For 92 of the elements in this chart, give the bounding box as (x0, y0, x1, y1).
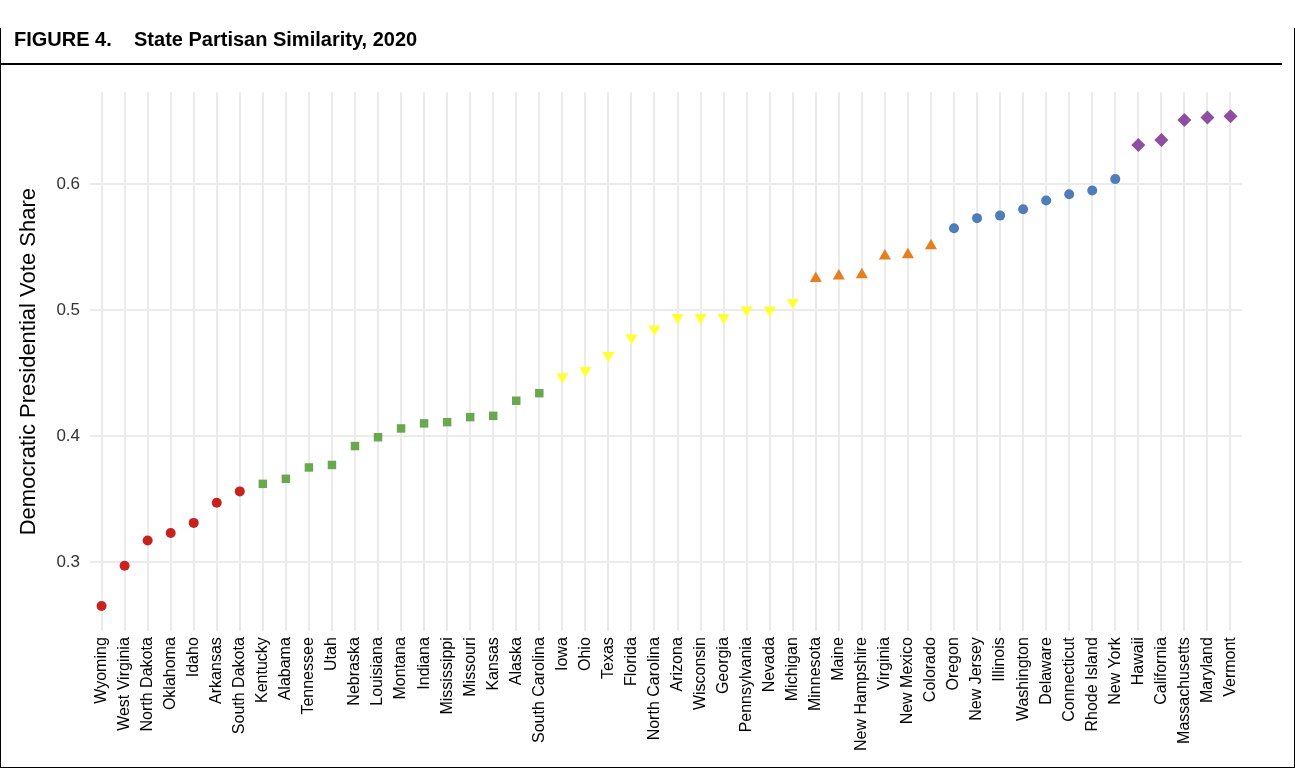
x-tick-label: South Dakota (230, 637, 248, 735)
x-tick-label: Michigan (783, 637, 801, 702)
x-tick-label: Arkansas (207, 637, 225, 704)
x-tick-label: Nebraska (345, 637, 363, 706)
point (119, 560, 130, 571)
point (1154, 133, 1169, 148)
x-tick-label: New Jersey (967, 637, 985, 721)
x-tick-label: Oklahoma (161, 637, 179, 711)
point (396, 424, 406, 433)
point (1041, 195, 1052, 206)
x-tick-label: North Dakota (138, 637, 156, 732)
y-tick-label: 0.3 (56, 551, 81, 571)
point (602, 351, 615, 363)
x-tick-label: Georgia (714, 637, 732, 695)
x-tick-label: Minnesota (806, 637, 824, 712)
x-tick-label: Hawaii (1128, 637, 1146, 686)
x-tick-label: California (1151, 637, 1169, 705)
y-axis-title: Democratic Presidential Vote Share (15, 188, 41, 536)
y-tick-label: 0.5 (56, 299, 81, 319)
point (995, 210, 1006, 221)
point (1223, 109, 1238, 124)
point (717, 314, 730, 325)
y-tick-label: 0.4 (56, 425, 81, 445)
x-tick-label: Montana (391, 637, 409, 700)
point (556, 373, 569, 384)
x-tick-label: Tennessee (299, 637, 317, 715)
point (972, 213, 983, 224)
point (1087, 185, 1098, 196)
point (211, 497, 222, 508)
x-tick-label: Wyoming (91, 637, 109, 704)
x-tick-label: Vermont (1220, 636, 1238, 697)
point (1131, 138, 1146, 153)
x-tick-label: Maine (829, 637, 847, 681)
point (763, 306, 776, 318)
x-tick-label: Kansas (483, 637, 501, 691)
point (234, 486, 245, 497)
x-tick-label: New York (1105, 636, 1123, 705)
point (949, 223, 960, 234)
x-tick-label: Massachusetts (1174, 637, 1192, 744)
x-tick-label: Louisiana (368, 637, 386, 706)
x-tick-label: Alaska (506, 637, 524, 686)
point (1064, 189, 1075, 200)
x-tick-label: Kentucky (253, 637, 271, 703)
x-tick-label: Arizona (667, 637, 685, 692)
x-tick-label: Rhode Island (1082, 637, 1100, 732)
x-tick-label: Iowa (552, 637, 570, 671)
x-tick-label: Texas (598, 637, 616, 679)
x-tick-label: Virginia (875, 637, 893, 691)
point (1200, 110, 1215, 125)
x-tick-label: Idaho (184, 637, 202, 678)
x-tick-label: Missouri (460, 637, 478, 697)
point (740, 306, 753, 318)
point (512, 396, 521, 405)
x-tick-label: Wisconsin (690, 637, 708, 711)
point (142, 535, 153, 546)
x-tick-label: Colorado (921, 637, 939, 703)
x-tick-label: South Carolina (529, 637, 547, 744)
x-tick-label: Mississippi (437, 637, 455, 715)
point (96, 601, 107, 611)
point (694, 314, 707, 325)
x-tick-label: New Mexico (898, 637, 916, 725)
point (625, 334, 638, 345)
x-tick-label: West Virginia (115, 637, 132, 731)
chart-title: FIGURE 4. State Partisan Similarity, 2020 (14, 28, 418, 51)
x-tick-label: Alabama (276, 637, 294, 701)
point (535, 388, 544, 398)
point (1177, 112, 1192, 127)
x-tick-label: Connecticut (1059, 636, 1077, 722)
x-tick-label: New Hampshire (852, 637, 870, 751)
x-tick-label: Ohio (575, 637, 593, 671)
point (188, 517, 199, 528)
point (671, 314, 684, 325)
point (579, 367, 592, 378)
point (419, 419, 429, 428)
x-tick-label: Washington (1013, 637, 1031, 722)
x-tick-label: North Carolina (644, 637, 662, 741)
point (304, 463, 314, 472)
point (1018, 204, 1029, 215)
x-tick-label: Maryland (1197, 637, 1215, 703)
y-tick-label: 0.6 (56, 173, 81, 193)
point (165, 527, 176, 538)
x-tick-label: Nevada (760, 637, 778, 693)
x-tick-label: Florida (621, 637, 639, 687)
x-tick-label: Indiana (414, 637, 432, 690)
x-tick-label: Delaware (1036, 637, 1054, 705)
x-tick-label: Pennsylvania (737, 637, 755, 733)
x-tick-label: Illinois (990, 637, 1008, 682)
point (1110, 174, 1121, 185)
point (648, 325, 661, 336)
x-tick-label: Utah (322, 637, 340, 671)
x-tick-label: Oregon (944, 637, 962, 691)
point (786, 299, 799, 310)
